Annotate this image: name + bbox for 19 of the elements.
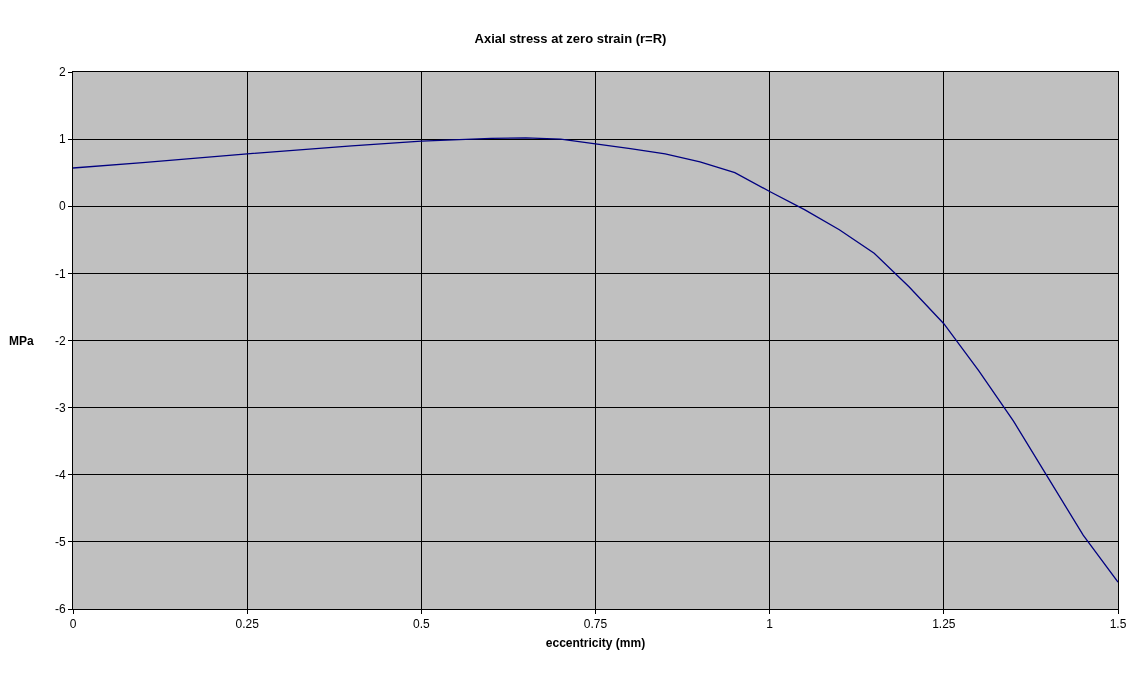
y-tick-label: -1 (54, 266, 66, 281)
y-tick-label: -6 (54, 602, 66, 617)
y-tick-label: 0 (58, 199, 66, 214)
y-tick-label: -2 (54, 333, 66, 348)
x-tick-label: 1 (766, 617, 774, 632)
x-axis-title: eccentricity (mm) (545, 636, 646, 651)
x-tick-label: 1.25 (932, 617, 956, 632)
y-tick-label: -4 (54, 467, 66, 482)
x-tick-label: 0.75 (583, 617, 608, 632)
chart-title: Axial stress at zero strain (r=R) (474, 30, 667, 46)
y-tick-label: -5 (54, 535, 66, 550)
x-tick-label: 0.5 (412, 617, 430, 632)
y-axis-title: MPa (9, 334, 34, 348)
y-tick-label: 2 (58, 65, 66, 80)
x-tick-label: 0 (69, 617, 77, 632)
x-tick-label: 0.25 (235, 617, 260, 632)
y-tick-label: -3 (54, 400, 66, 415)
x-tick-label: 1.5 (1109, 617, 1127, 632)
y-tick-label: 1 (58, 132, 66, 147)
